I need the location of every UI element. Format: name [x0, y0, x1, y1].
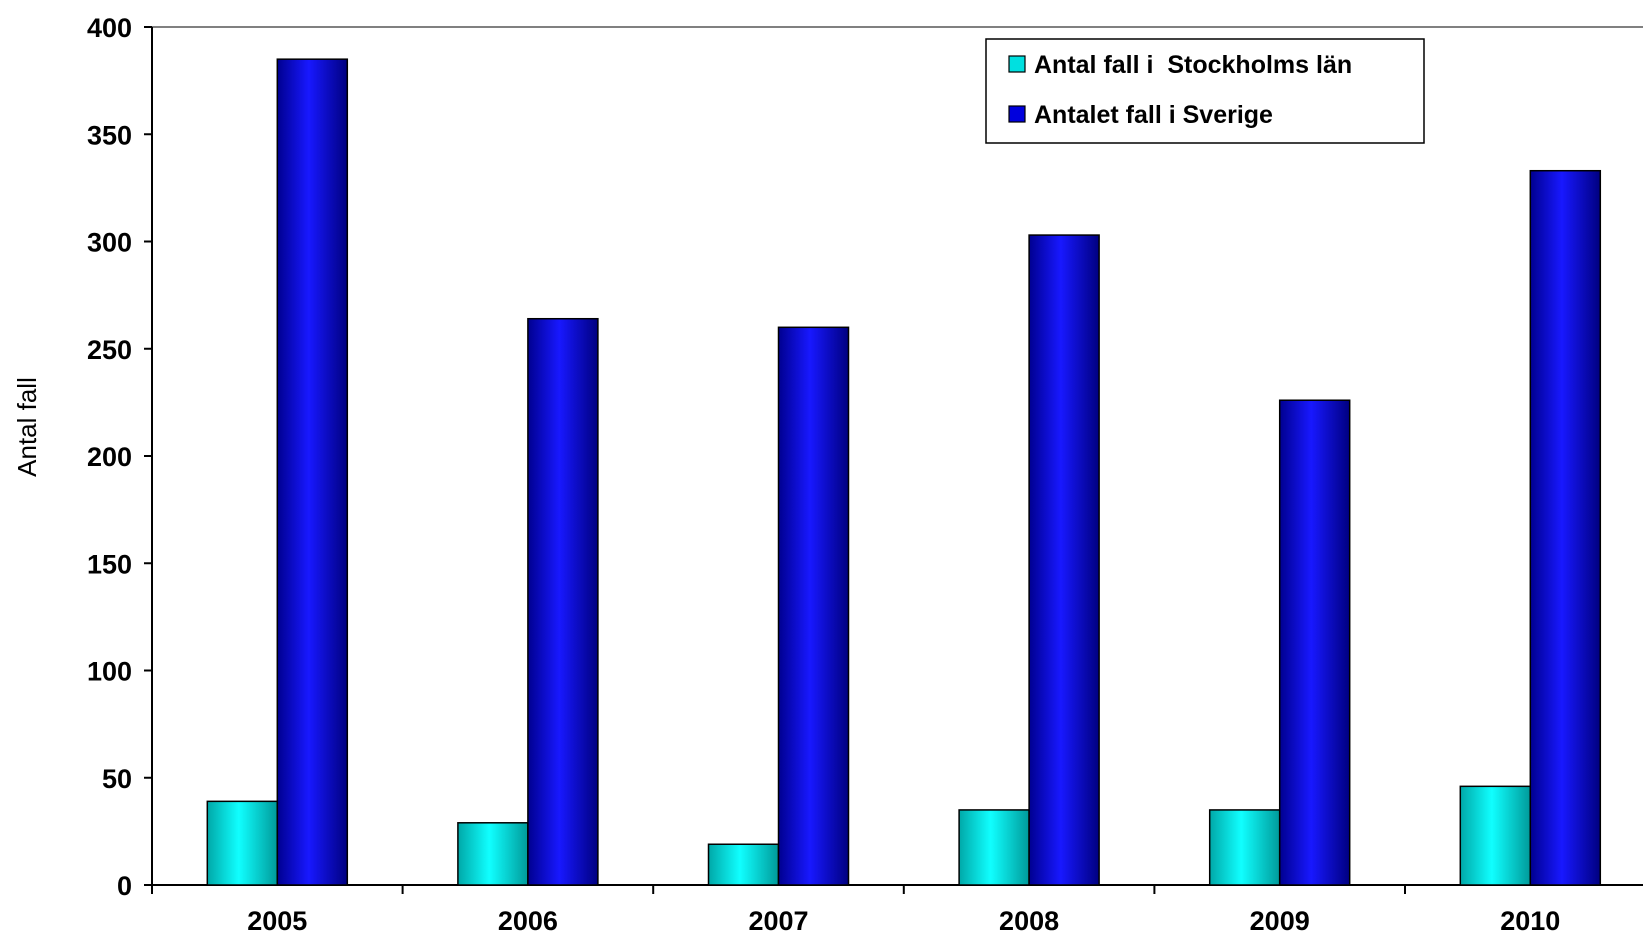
y-tick-label: 400 — [87, 13, 132, 43]
y-tick-label: 250 — [87, 335, 132, 365]
y-tick-label: 0 — [117, 871, 132, 901]
axes: 0 50 100 150 200 250 300 350 400 2005 2006 2007 2008… — [87, 13, 1643, 936]
bars — [206, 58, 1602, 886]
legend-box — [985, 38, 1425, 144]
x-tick-label: 2009 — [1250, 906, 1310, 936]
bar-stockholm-2009 — [1208, 809, 1281, 886]
legend-label: Antalet fall i Sverige — [1034, 101, 1273, 129]
bar-sverige-2007 — [777, 326, 850, 886]
x-tick-label: 2007 — [748, 906, 808, 936]
legend: Antal fall i Stockholms län Antalet fall … — [985, 38, 1425, 144]
bar-stockholm-2006 — [457, 822, 529, 886]
x-tick-label: 2005 — [247, 906, 307, 936]
bar-stockholm-2010 — [1459, 785, 1532, 886]
x-tick-label: 2010 — [1500, 906, 1560, 936]
y-tick-label: 350 — [87, 120, 132, 150]
x-tick-label: 2006 — [498, 906, 558, 936]
bar-stockholm-2007 — [707, 843, 780, 886]
x-tick-label: 2008 — [999, 906, 1059, 936]
bar-sverige-2005 — [276, 58, 349, 886]
legend-swatch — [1008, 55, 1026, 73]
legend-swatch — [1008, 105, 1026, 123]
bar-sverige-2006 — [527, 317, 599, 886]
bar-sverige-2009 — [1278, 399, 1351, 886]
bar-sverige-2010 — [1529, 169, 1602, 886]
y-tick-label: 50 — [102, 764, 132, 794]
y-axis-title: Antal fall — [12, 377, 42, 477]
y-tick-label: 100 — [87, 657, 132, 687]
y-tick-label: 300 — [87, 228, 132, 258]
y-tick-label: 150 — [87, 549, 132, 579]
bar-stockholm-2005 — [206, 800, 279, 886]
bar-sverige-2008 — [1028, 234, 1100, 886]
legend-label: Antal fall i Stockholms län — [1034, 51, 1352, 79]
y-tick-label: 200 — [87, 442, 132, 472]
bar-stockholm-2008 — [958, 809, 1030, 886]
